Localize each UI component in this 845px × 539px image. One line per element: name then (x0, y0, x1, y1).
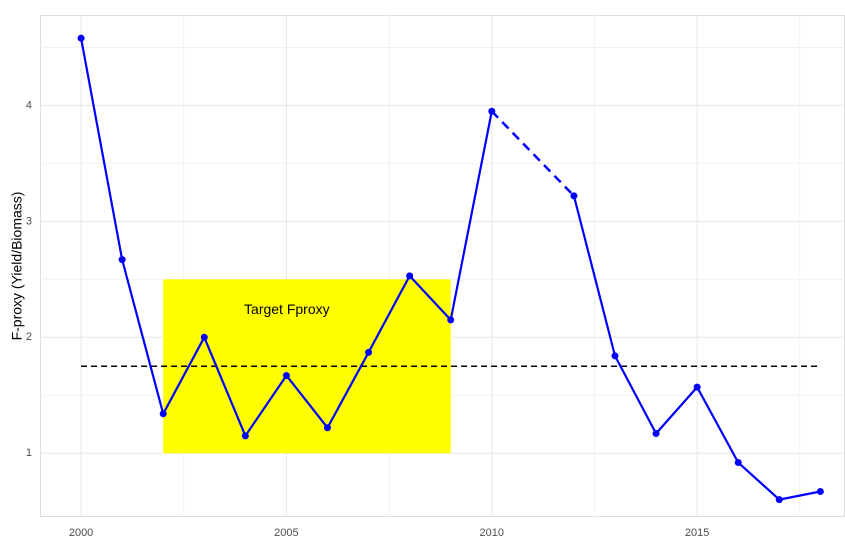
data-point (406, 272, 414, 280)
x-tick-label: 2000 (69, 527, 93, 539)
gap-connector (490, 110, 575, 197)
data-point (447, 316, 455, 324)
data-point (77, 34, 85, 42)
y-tick-label: 1 (26, 447, 32, 459)
data-point (488, 107, 496, 115)
y-tick-label: 2 (26, 331, 32, 343)
y-tick-label: 3 (26, 215, 32, 227)
data-point (816, 487, 824, 495)
x-tick-label: 2015 (685, 527, 709, 539)
data-point (200, 333, 208, 341)
x-tick-label: 2005 (274, 527, 298, 539)
data-point (118, 256, 126, 264)
data-point (241, 432, 249, 440)
data-point (324, 424, 331, 432)
data-point (570, 192, 578, 200)
annotation: Target Fproxy (244, 301, 330, 317)
data-point (693, 383, 701, 391)
data-point (611, 352, 619, 360)
x-tick-label: 2010 (480, 527, 504, 539)
data-point (365, 348, 373, 356)
y-tick-label: 4 (26, 99, 32, 111)
y-axis-title: F-proxy (Yield/Biomass) (9, 192, 25, 341)
data-point (734, 459, 742, 467)
data-point (652, 430, 660, 438)
data-point (775, 496, 783, 504)
data-point (159, 410, 167, 418)
data-point (282, 372, 290, 380)
